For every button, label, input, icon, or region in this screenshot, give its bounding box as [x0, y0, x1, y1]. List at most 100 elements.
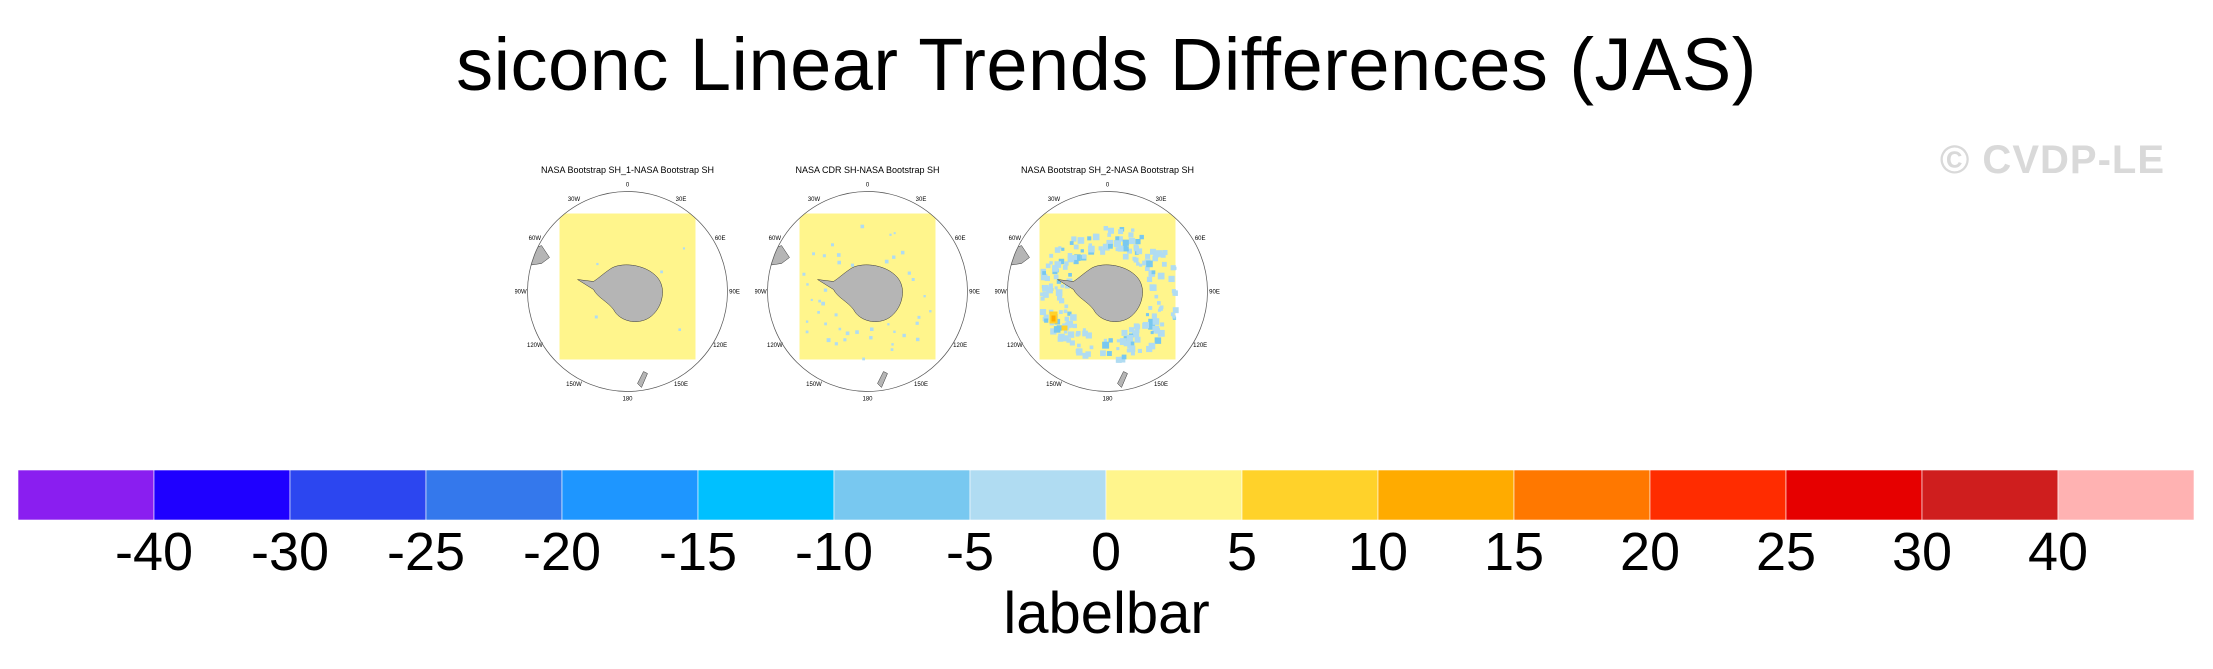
trend-cell [1067, 255, 1075, 263]
trend-cell [1172, 307, 1179, 314]
trend-cell [1162, 249, 1168, 256]
trend-cell [1100, 350, 1106, 357]
trend-cell [1093, 233, 1098, 238]
trend-cell [887, 323, 890, 326]
trend-cell [843, 338, 847, 342]
longitude-label: 30E [676, 197, 687, 203]
labelbar-box [1785, 470, 1923, 521]
longitude-label: 60W [529, 236, 542, 242]
trend-cell [1069, 340, 1075, 346]
trend-cell [1146, 260, 1153, 268]
trend-cell [1170, 312, 1175, 317]
trend-cell [890, 348, 894, 351]
longitude-label: 90W [755, 290, 767, 296]
trend-cell [1123, 246, 1129, 252]
trend-cell [1131, 228, 1135, 232]
trend-cell [1154, 337, 1162, 344]
trend-cell [1117, 236, 1123, 242]
trend-cell [1135, 335, 1139, 339]
trend-cell [1137, 348, 1142, 353]
trend-cell [1040, 296, 1045, 301]
trend-cell [1060, 284, 1064, 288]
trend-cell [1067, 311, 1072, 316]
trend-cell [1157, 308, 1161, 312]
antarctica-landmass [1057, 264, 1143, 322]
trend-cell [1150, 331, 1154, 335]
trend-cell [1046, 286, 1053, 294]
longitude-label: 150W [566, 382, 582, 388]
trend-cell [1059, 298, 1065, 304]
longitude-label: 120E [953, 343, 967, 349]
trend-cell [1154, 294, 1159, 299]
trend-cell [817, 311, 820, 314]
trend-cell [1107, 227, 1115, 234]
trend-cell [836, 253, 841, 257]
trend-cell [1118, 229, 1124, 235]
trend-cell [1122, 239, 1129, 246]
trend-cell [892, 255, 896, 259]
trend-cell [884, 259, 889, 264]
trend-cell [911, 277, 915, 281]
trend-cell [802, 272, 806, 276]
trend-cell [1100, 249, 1106, 255]
trend-cell [1119, 356, 1126, 363]
trend-cell [1082, 352, 1089, 359]
trend-cell [1080, 249, 1084, 253]
trend-cell [1067, 331, 1075, 338]
labelbar-box [289, 470, 427, 521]
map-boundary [1007, 191, 1208, 392]
tasmania-landmass [1160, 371, 1174, 380]
trend-cell [1055, 289, 1063, 296]
longitude-label: 0 [1106, 183, 1110, 189]
trend-cell [823, 288, 828, 292]
trend-cell [1148, 318, 1154, 325]
trend-cell [1128, 345, 1136, 352]
longitude-label: 90E [969, 290, 980, 296]
trend-cell [1053, 274, 1059, 280]
labelbar-box [425, 470, 563, 521]
labelbar-box [1377, 470, 1515, 521]
trend-cell [1042, 271, 1047, 275]
labelbar-box [18, 470, 155, 521]
labelbar-box [153, 470, 291, 521]
labelbar-tick-label: -25 [387, 522, 465, 580]
longitude-label: 60W [1009, 236, 1022, 242]
trend-cell [1056, 279, 1062, 284]
tasmania-landmass [920, 371, 934, 380]
trend-cell [1070, 314, 1077, 321]
trend-cell [1067, 253, 1073, 258]
trend-cell [1134, 336, 1141, 343]
longitude-label: 90E [1209, 290, 1220, 296]
trend-cell [923, 295, 926, 298]
longitude-label: 90E [729, 290, 740, 296]
trend-cell [893, 330, 896, 334]
panel-title-2: NASA CDR SH-NASA Bootstrap SH [795, 165, 940, 175]
labelbar-tick-label: -20 [523, 522, 601, 580]
labelbar-tick-label: -40 [115, 522, 193, 580]
polar-map: 0 30E 60E 90E 120E 150E 180 150W 120W 90W 60W 30W [995, 183, 1220, 403]
labelbar-title: labelbar [1003, 581, 1210, 646]
trend-cell [1172, 290, 1178, 296]
labelbar-tick-label: 40 [2028, 522, 2088, 580]
trend-cell [1054, 261, 1062, 268]
labelbar-box [1105, 470, 1243, 521]
trend-cell [1042, 284, 1049, 292]
trend-cell [1146, 345, 1153, 353]
trend-cell [1148, 306, 1153, 310]
trend-cell [1088, 245, 1095, 253]
trend-cell [1103, 226, 1109, 231]
trend-cell [1126, 341, 1131, 346]
trend-cell [1157, 329, 1165, 337]
trend-cell [1071, 236, 1077, 242]
trend-cell [1172, 315, 1176, 319]
trend-cell [860, 224, 865, 229]
trend-cell [1116, 358, 1122, 363]
labelbar-box [1513, 470, 1651, 521]
trend-cell [1077, 343, 1081, 348]
trend-cell [1134, 328, 1140, 333]
trend-cell [1048, 283, 1053, 288]
trend-cell [1064, 316, 1070, 322]
trend-cell [1126, 334, 1134, 342]
trend-cell [1151, 270, 1156, 275]
trend-cell [834, 313, 838, 317]
